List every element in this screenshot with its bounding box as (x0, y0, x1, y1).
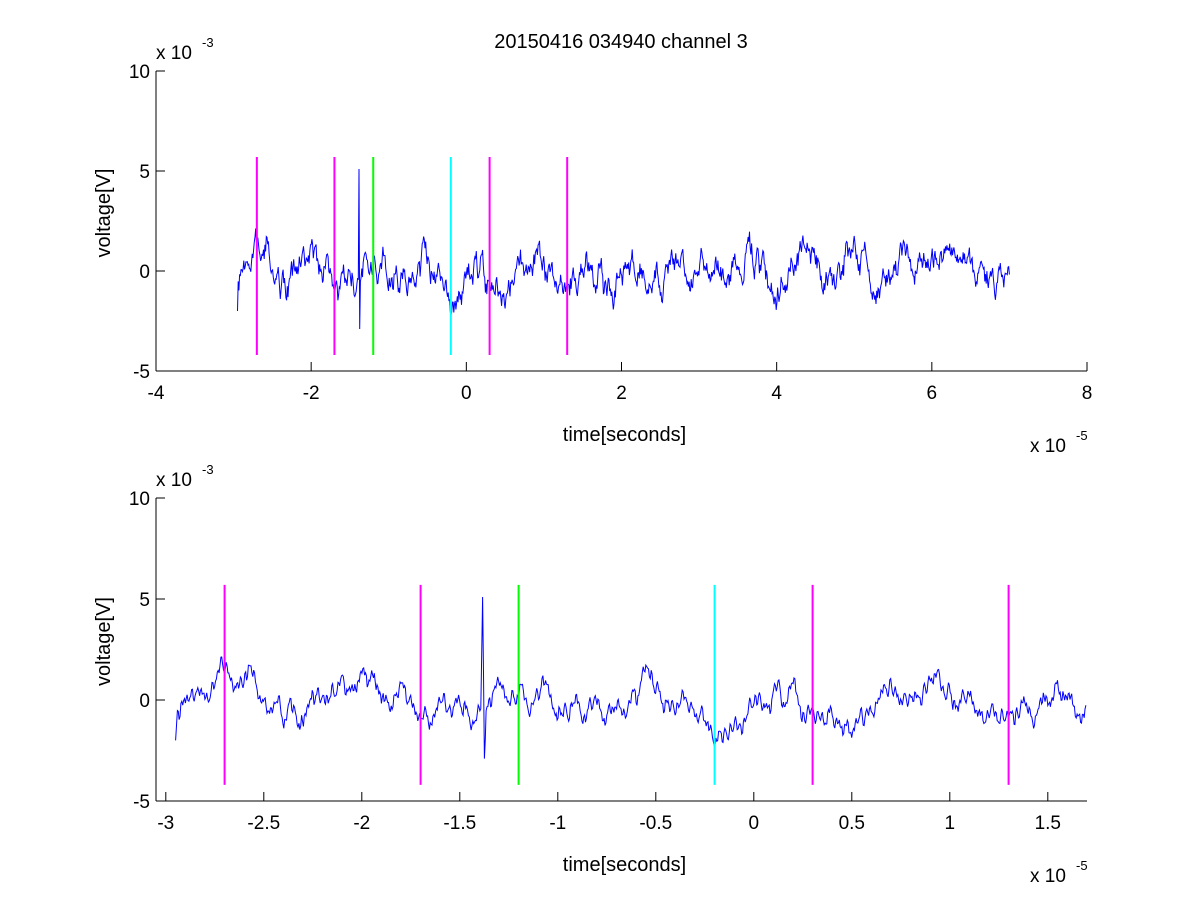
x-tick-label: 0 (749, 813, 760, 834)
x-axis-title: time[seconds] (563, 424, 686, 446)
y-multiplier-exponent: -3 (202, 462, 214, 477)
y-tick-label: -5 (133, 362, 150, 383)
top-panel: -4 -2 0 2 4 6 8 -5 0 5 10 time[seconds] voltage[V] x … (93, 35, 1092, 457)
x-tick-label: 1.5 (1035, 813, 1061, 834)
y-multiplier: x 10 (156, 43, 192, 64)
x-tick-label: -1 (549, 813, 566, 834)
x-multiplier-exponent: -5 (1076, 858, 1088, 873)
y-tick-label: 0 (139, 262, 150, 283)
y-tick-label: -5 (133, 792, 150, 813)
y-tick-label: 5 (139, 162, 150, 183)
x-multiplier: x 10 (1030, 866, 1066, 887)
y-tick-label: 10 (129, 489, 150, 510)
x-tick-label: 1 (945, 813, 956, 834)
bottom-panel: -3 -2.5 -2 -1.5 -1 -0.5 0 0.5 1 1.5 -5 0 5 10 time[sec… (93, 462, 1088, 887)
y-tick-label: 10 (129, 62, 150, 83)
x-tick-label: 2 (616, 383, 627, 404)
x-tick-label: -2.5 (247, 813, 280, 834)
y-axis-title: voltage[V] (93, 597, 115, 686)
y-axis-title: voltage[V] (93, 169, 115, 258)
x-tick-label: -1.5 (443, 813, 476, 834)
x-tick-label: 6 (927, 383, 938, 404)
x-tick-label: -4 (148, 383, 165, 404)
signal-series (237, 168, 1010, 330)
figure-title: 20150416 034940 channel 3 (494, 31, 748, 53)
y-multiplier: x 10 (156, 470, 192, 491)
x-tick-label: 8 (1082, 383, 1093, 404)
signal-series (175, 596, 1087, 759)
x-tick-label: -3 (157, 813, 174, 834)
x-tick-label: 4 (771, 383, 782, 404)
x-multiplier: x 10 (1030, 436, 1066, 457)
x-tick-label: 0.5 (839, 813, 865, 834)
x-tick-label: -2 (353, 813, 370, 834)
y-multiplier-exponent: -3 (202, 35, 214, 50)
x-axis-title: time[seconds] (563, 854, 686, 876)
y-tick-label: 0 (139, 691, 150, 712)
x-tick-label: 0 (461, 383, 472, 404)
x-tick-label: -0.5 (639, 813, 672, 834)
x-tick-label: -2 (303, 383, 320, 404)
y-tick-label: 5 (139, 590, 150, 611)
x-multiplier-exponent: -5 (1076, 428, 1088, 443)
